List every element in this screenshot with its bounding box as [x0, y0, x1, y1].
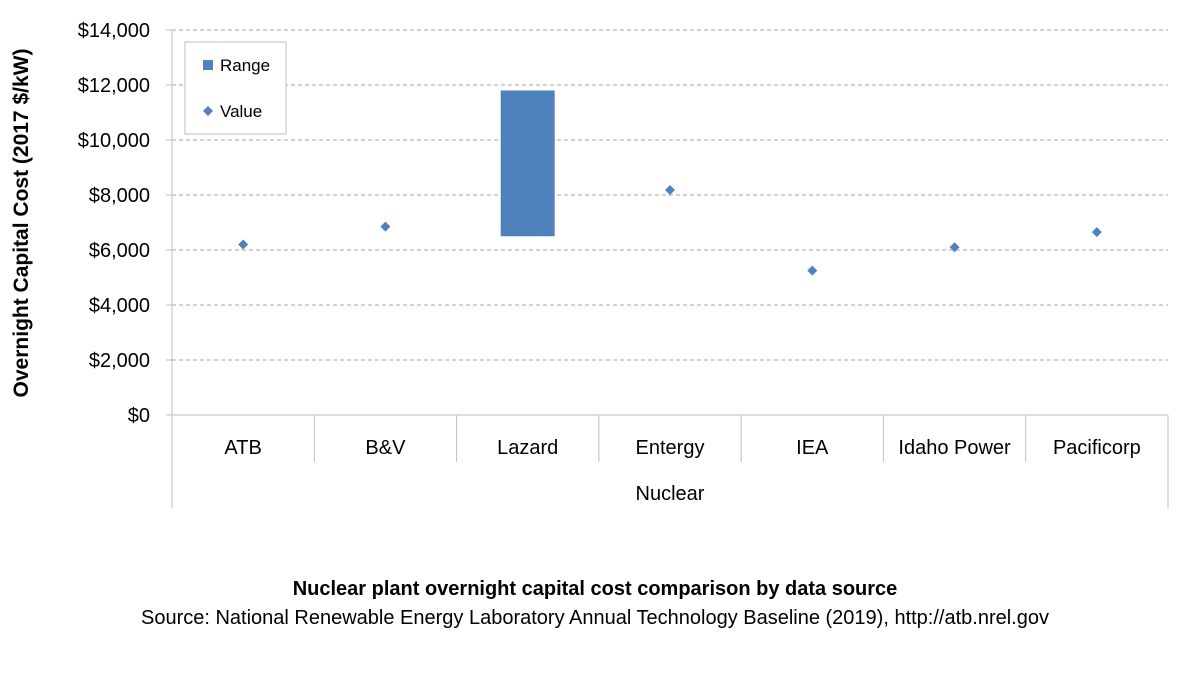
y-tick-label: $14,000 [78, 20, 150, 42]
data-marks [238, 90, 1102, 276]
value-point [949, 242, 960, 253]
legend-box [184, 41, 287, 135]
y-tick-label: $12,000 [78, 75, 150, 97]
chart: $0 $2,000 $4,000 $6,000 $8,000 $10,000 $12,000… [10, 20, 1169, 508]
y-tick-labels: $0 $2,000 $4,000 $6,000 $8,000 $10,000 $12,000… [78, 20, 150, 427]
value-point [807, 265, 818, 276]
y-tick-label: $8,000 [89, 185, 150, 207]
value-point [238, 239, 249, 250]
x-tick-label: B&V [365, 437, 406, 459]
x-tick-label: Lazard [497, 437, 558, 459]
x-group-label: Nuclear [636, 483, 705, 505]
y-tick-label: $4,000 [89, 295, 150, 317]
y-tick-label: $0 [128, 405, 150, 427]
range-bar [500, 90, 555, 237]
y-tick-label: $10,000 [78, 130, 150, 152]
x-tick-label: ATB [224, 437, 261, 459]
x-tick-label: IEA [796, 437, 829, 459]
figure-caption-title: Nuclear plant overnight capital cost com… [292, 578, 898, 600]
y-axis-label: Overnight Capital Cost (2017 $/kW) [10, 49, 33, 398]
x-tick-label: Entergy [636, 437, 705, 459]
value-point [1091, 227, 1102, 238]
legend: Range Value [184, 41, 287, 135]
x-tick-label: Idaho Power [898, 437, 1011, 459]
legend-range-marker [203, 60, 213, 70]
figure-caption-source: Source: National Renewable Energy Labora… [141, 607, 1049, 629]
y-tick-label: $2,000 [89, 350, 150, 372]
axes [166, 29, 1169, 508]
y-tick-label: $6,000 [89, 240, 150, 262]
legend-value-marker [203, 106, 213, 116]
legend-range-label: Range [220, 56, 270, 75]
value-point [380, 221, 391, 232]
value-point [665, 185, 675, 196]
legend-value-label: Value [220, 102, 262, 121]
x-tick-label: Pacificorp [1053, 437, 1141, 459]
x-tick-labels: ATB B&V Lazard Entergy IEA Idaho Power Pacific… [224, 437, 1140, 459]
